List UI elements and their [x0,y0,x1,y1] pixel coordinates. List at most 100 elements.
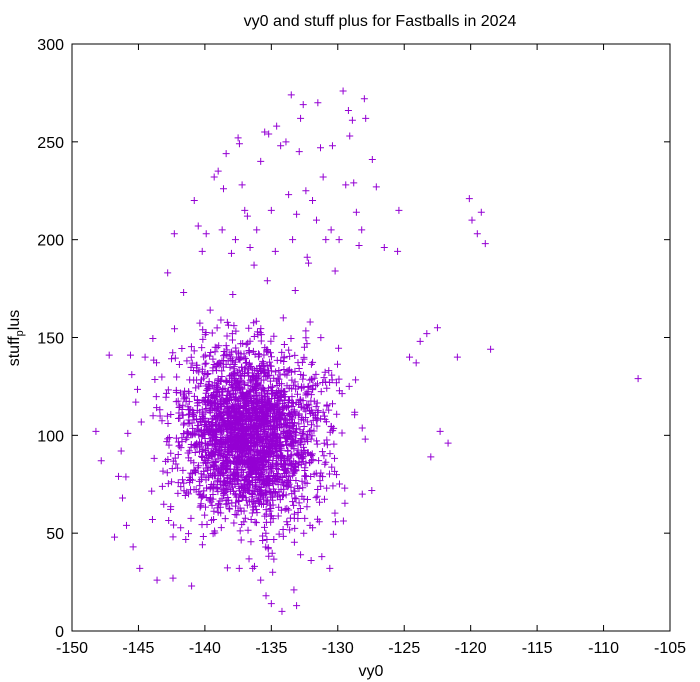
data-point [234,417,242,425]
data-point [289,236,297,244]
data-point [308,450,316,458]
data-point [214,385,222,393]
data-point [212,428,220,436]
data-point [296,439,304,447]
data-point [270,332,278,340]
data-point [240,507,248,515]
data-point [263,390,271,398]
data-point [283,422,291,430]
data-point [318,553,326,561]
data-point [237,413,245,421]
data-point [241,441,249,449]
data-point [332,379,340,387]
data-point [232,344,240,352]
data-point [306,318,314,326]
data-point [285,473,293,481]
data-point [267,493,275,501]
data-point [212,437,220,445]
data-point [265,130,273,138]
data-point [168,465,176,473]
data-point [358,424,366,432]
data-point [341,499,349,507]
data-point [297,396,305,404]
data-point [300,529,308,537]
data-point [235,405,243,413]
data-point [169,533,177,541]
data-point [188,582,196,590]
data-point [195,398,203,406]
data-point [179,466,187,474]
data-point [234,134,242,142]
data-point [327,226,335,234]
data-point [262,373,270,381]
data-point [255,491,263,499]
data-point [133,385,141,393]
data-point [205,378,213,386]
data-point [295,148,303,156]
data-point [195,368,203,376]
data-point [312,494,320,502]
data-point [315,457,323,465]
data-point [313,440,321,448]
data-point [303,402,311,410]
data-point [267,337,275,345]
data-point [333,410,341,418]
data-point [335,480,343,488]
data-point [194,421,202,429]
data-point [266,418,274,426]
data-point [257,483,265,491]
data-point [217,524,225,532]
data-point [335,375,343,383]
data-point [227,434,235,442]
data-point [211,433,219,441]
data-point [242,391,250,399]
data-point [279,314,287,322]
data-point [254,414,262,422]
data-point [243,369,251,377]
data-point [111,533,119,541]
data-point [187,486,195,494]
data-point [259,359,267,367]
data-point [291,494,299,502]
data-point [248,434,256,442]
data-point [242,437,250,445]
data-point [301,464,309,472]
data-point [217,316,225,324]
data-point [305,259,313,267]
data-point [258,490,266,498]
data-point [215,469,223,477]
data-point [211,395,219,403]
data-point [198,541,206,549]
data-point [189,430,197,438]
data-point [247,458,255,466]
y-tick-label: 250 [37,135,64,152]
data-point [160,500,168,508]
data-point [175,360,183,368]
data-point [247,363,255,371]
data-point [192,384,200,392]
data-point [303,340,311,348]
data-point [199,335,207,343]
data-point [270,477,278,485]
data-point [278,492,286,500]
data-point [178,345,186,353]
data-point [196,447,204,455]
data-point [202,459,210,467]
data-point [149,412,157,420]
data-point [211,379,219,387]
data-point [174,438,182,446]
data-point [249,503,257,511]
data-point [124,429,132,437]
data-point [234,444,242,452]
data-point [250,428,258,436]
data-point [300,422,308,430]
data-point [217,429,225,437]
data-point [295,420,303,428]
data-point [251,435,259,443]
data-point [262,409,270,417]
data-point [196,417,204,425]
data-point [286,396,294,404]
data-point [181,387,189,395]
data-point [302,389,310,397]
data-point [226,363,234,371]
